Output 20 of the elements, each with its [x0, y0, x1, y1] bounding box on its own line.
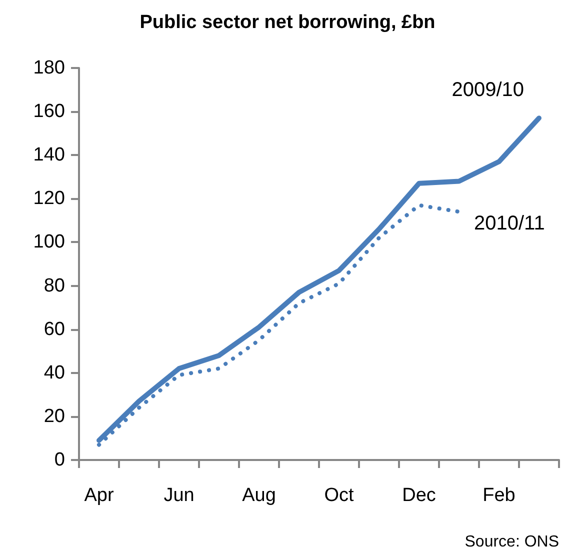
y-tick-label: 20 — [44, 406, 65, 427]
source-note: Source: ONS — [464, 534, 560, 550]
chart-title: Public sector net borrowing, £bn — [140, 12, 436, 33]
x-tick-label: Oct — [324, 485, 354, 506]
x-tick-label: Aug — [242, 485, 276, 506]
x-tick-label: Apr — [84, 485, 114, 506]
y-tick-label: 100 — [33, 232, 65, 253]
x-tick-label: Dec — [402, 485, 436, 506]
x-tick-label: Jun — [164, 485, 194, 506]
y-tick-label: 60 — [44, 318, 65, 340]
y-tick-label: 140 — [33, 144, 65, 166]
series-label: 2010/11 — [474, 212, 545, 235]
y-tick-label: 80 — [44, 275, 65, 296]
y-tick-label: 0 — [54, 450, 65, 470]
y-tick-label: 120 — [33, 188, 65, 210]
y-tick-label: 40 — [44, 362, 65, 384]
x-tick-label: Feb — [482, 485, 516, 506]
y-tick-label: 180 — [33, 58, 65, 78]
y-tick-label: 160 — [33, 101, 65, 122]
series-label: 2009/10 — [452, 79, 524, 102]
